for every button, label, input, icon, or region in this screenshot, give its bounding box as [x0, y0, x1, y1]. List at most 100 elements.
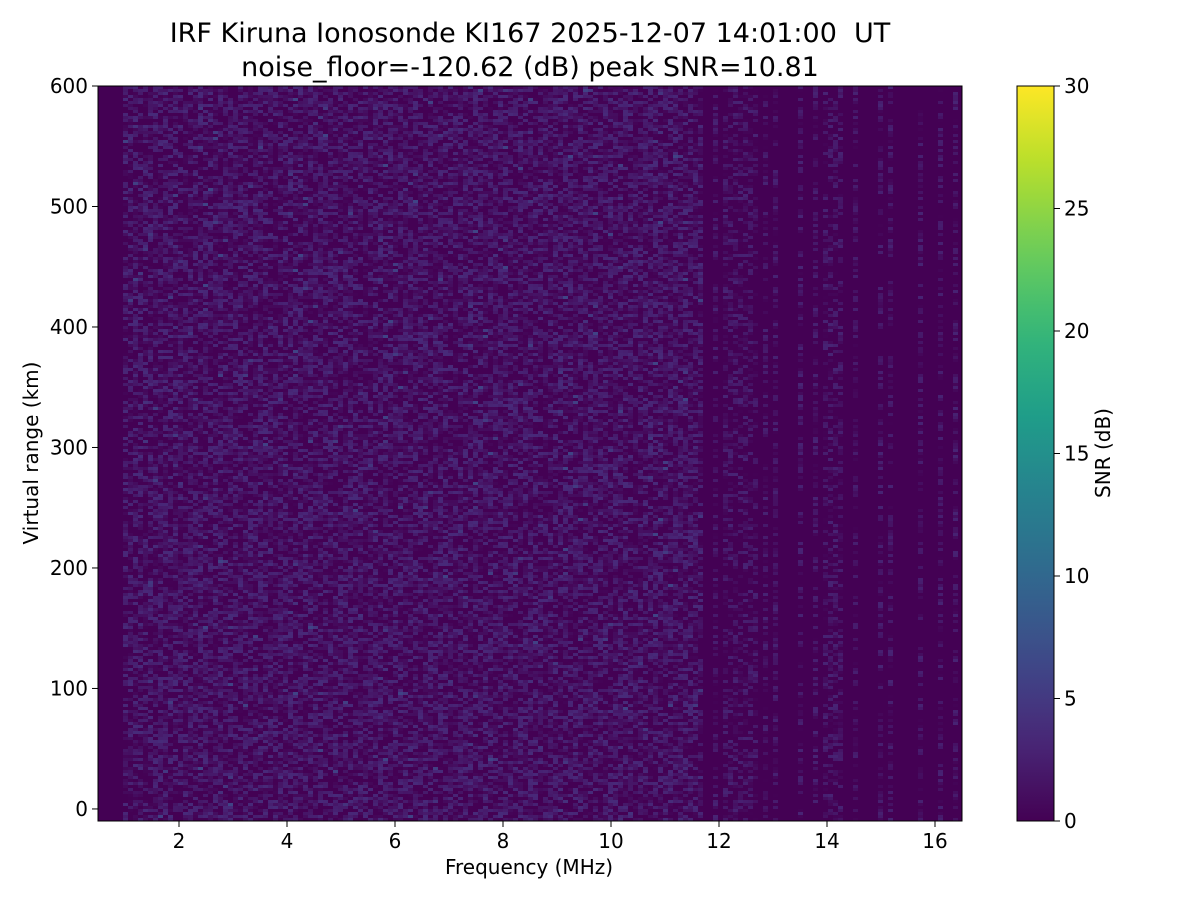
heatmap-cell [228, 566, 233, 569]
heatmap-cell [148, 623, 153, 626]
heatmap-cell [133, 776, 138, 779]
heatmap-cell [153, 353, 158, 356]
heatmap-cell [233, 524, 238, 527]
heatmap-cell [193, 719, 198, 722]
heatmap-cell [208, 425, 213, 428]
heatmap-cell [153, 728, 158, 731]
heatmap-cell [218, 710, 223, 713]
heatmap-cell [158, 269, 163, 272]
heatmap-cell [233, 665, 238, 668]
heatmap-cell [178, 632, 183, 635]
heatmap-cell [238, 536, 243, 539]
heatmap-cell [138, 113, 143, 116]
heatmap-cell [173, 806, 178, 809]
heatmap-cell [148, 323, 153, 326]
heatmap-cell [188, 617, 193, 620]
heatmap-cell [168, 626, 173, 629]
heatmap-cell [218, 653, 223, 656]
heatmap-cell [128, 296, 133, 299]
heatmap-cell [268, 380, 273, 383]
heatmap-cell [153, 536, 158, 539]
heatmap-cell [203, 758, 208, 761]
heatmap-cell [223, 503, 228, 506]
heatmap-cell [123, 284, 128, 287]
heatmap-cell [213, 191, 218, 194]
heatmap-cell [253, 92, 258, 95]
heatmap-cell [153, 404, 158, 407]
heatmap-cell [268, 701, 273, 704]
heatmap-cell [148, 287, 153, 290]
heatmap-cell [258, 365, 263, 368]
heatmap-cell [178, 653, 183, 656]
heatmap-cell [128, 668, 133, 671]
heatmap-cell [253, 431, 258, 434]
heatmap-cell [128, 626, 133, 629]
heatmap-cell [263, 422, 268, 425]
heatmap-cell [188, 332, 193, 335]
heatmap-cell [218, 203, 223, 206]
heatmap-cell [223, 680, 228, 683]
heatmap-cell [198, 398, 203, 401]
heatmap-cell [203, 257, 208, 260]
heatmap-cell [243, 215, 248, 218]
heatmap-cell [263, 632, 268, 635]
heatmap-cell [123, 269, 128, 272]
heatmap-cell [143, 353, 148, 356]
heatmap-cell [158, 158, 163, 161]
heatmap-cell [148, 377, 153, 380]
heatmap-cell [263, 404, 268, 407]
heatmap-cell [133, 548, 138, 551]
heatmap-cell [128, 770, 133, 773]
heatmap-cell [268, 689, 273, 692]
heatmap-cell [178, 254, 183, 257]
heatmap-cell [168, 128, 173, 131]
heatmap-cell [203, 332, 208, 335]
heatmap-cell [198, 677, 203, 680]
heatmap-cell [148, 575, 153, 578]
heatmap-cell [133, 356, 138, 359]
heatmap-cell [188, 371, 193, 374]
heatmap-cell [143, 686, 148, 689]
heatmap-cell [183, 773, 188, 776]
heatmap-cell [133, 404, 138, 407]
heatmap-cell [263, 371, 268, 374]
heatmap-cell [248, 356, 253, 359]
heatmap-cell [178, 431, 183, 434]
heatmap-cell [173, 512, 178, 515]
heatmap-cell [218, 446, 223, 449]
heatmap-cell [253, 488, 258, 491]
heatmap-cell [198, 524, 203, 527]
heatmap-cell [223, 416, 228, 419]
heatmap-cell [168, 173, 173, 176]
heatmap-cell [183, 395, 188, 398]
heatmap-cell [143, 809, 148, 812]
heatmap-cell [178, 767, 183, 770]
heatmap-cell [208, 506, 213, 509]
heatmap-cell [193, 155, 198, 158]
heatmap-cell [148, 338, 153, 341]
heatmap-cell [208, 677, 213, 680]
heatmap-cell [173, 311, 178, 314]
heatmap-cell [248, 305, 253, 308]
heatmap-cell [128, 482, 133, 485]
heatmap-cell [158, 164, 163, 167]
heatmap-cell [133, 521, 138, 524]
heatmap-cell [238, 599, 243, 602]
heatmap-cell [123, 764, 128, 767]
heatmap-cell [198, 593, 203, 596]
heatmap-cell [173, 779, 178, 782]
heatmap-cell [238, 218, 243, 221]
heatmap-cell [213, 698, 218, 701]
heatmap-cell [228, 125, 233, 128]
heatmap-cell [173, 371, 178, 374]
heatmap-cell [188, 602, 193, 605]
heatmap-cell [218, 599, 223, 602]
heatmap-cell [148, 191, 153, 194]
heatmap-cell [233, 581, 238, 584]
heatmap-cell [228, 752, 233, 755]
heatmap-cell [153, 689, 158, 692]
heatmap-cell [178, 278, 183, 281]
heatmap-cell [218, 365, 223, 368]
heatmap-cell [213, 497, 218, 500]
heatmap-cell [248, 185, 253, 188]
